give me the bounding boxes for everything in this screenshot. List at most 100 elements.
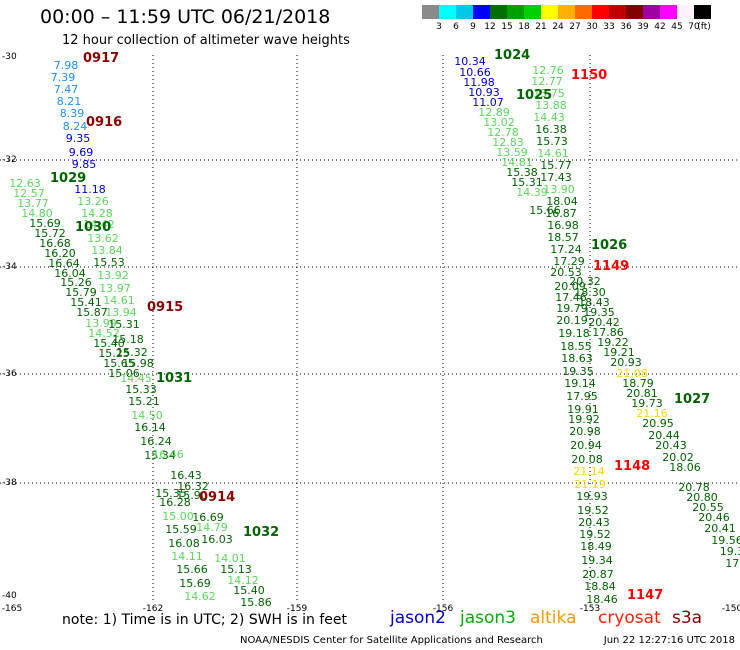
wave-height-value: 17.29 — [553, 255, 585, 268]
wave-height-value: 18.06 — [669, 461, 701, 474]
scale-label: 6 — [453, 22, 459, 32]
page-subtitle: 12 hour collection of altimeter wave hei… — [62, 33, 350, 48]
scale-swatch — [677, 5, 694, 19]
wave-height-value: 17.86 — [592, 326, 624, 339]
wave-height-value: 17.24 — [550, 243, 582, 256]
legend-entry-s3a: s3a — [672, 608, 703, 628]
footnote: note: 1) Time is in UTC; 2) SWH is in fe… — [62, 612, 348, 628]
wave-height-value: 14.42 — [83, 218, 115, 231]
lon-label: -150 — [721, 604, 740, 614]
pass-id: 0917 — [83, 51, 120, 66]
wave-height-value: 13.26 — [77, 195, 109, 208]
scale-label: 33 — [603, 22, 615, 32]
wave-height-value: 20.43 — [655, 439, 687, 452]
wave-height-value: 20.93 — [610, 356, 642, 369]
scale-label: 15 — [501, 22, 513, 32]
color-scale — [422, 5, 711, 19]
pass-id: 1025 — [516, 88, 553, 103]
scale-label: 21 — [535, 22, 547, 32]
wave-height-value: 20.41 — [704, 522, 736, 535]
wave-height-value: 16.03 — [201, 533, 233, 546]
pass-id: 0916 — [86, 115, 123, 130]
wave-height-value: 8.24 — [62, 120, 88, 133]
pass-id: 1027 — [674, 392, 711, 407]
pass-id: 1029 — [50, 171, 87, 186]
wave-height-value: 19.52 — [579, 528, 611, 541]
wave-height-value: 19.79 — [556, 302, 588, 315]
wave-height-value: 20.80 — [686, 491, 718, 504]
wave-height-value: 16.28 — [159, 496, 191, 509]
wave-height-value: 14.45 — [120, 372, 152, 385]
lon-label: -159 — [286, 604, 308, 614]
wave-height-value: 17.46 — [555, 291, 587, 304]
wave-height-value: 16.08 — [168, 537, 200, 550]
lon-label: -165 — [1, 604, 23, 614]
wave-height-value: 15.40 — [233, 584, 265, 597]
wave-height-value: 12.89 — [478, 106, 510, 119]
wave-height-value: 21.08 — [616, 367, 648, 380]
wave-height-value: 21.16 — [636, 407, 668, 420]
wave-height-value: 15.77 — [540, 159, 572, 172]
wave-height-value: 20.02 — [662, 451, 694, 464]
scale-label: 45 — [671, 22, 683, 32]
scale-label: 24 — [552, 22, 564, 32]
scale-label: 70 — [688, 22, 700, 32]
wave-height-value: 20.46 — [698, 511, 730, 524]
wave-height-value: 15.59 — [165, 523, 197, 536]
wave-height-value: 10.34 — [454, 55, 486, 68]
wave-height-value: 20.42 — [588, 316, 620, 329]
wave-height-value: 15.06 — [108, 367, 140, 380]
wave-height-value: 13.59 — [496, 146, 528, 159]
wave-height-value: 19.34 — [581, 554, 613, 567]
wave-height-value: 13.97 — [99, 282, 131, 295]
scale-swatch — [507, 5, 524, 19]
scale-swatch — [490, 5, 507, 19]
wave-height-value: 18.30 — [574, 286, 606, 299]
wave-height-value: 19.35 — [583, 306, 615, 319]
wave-height-value: 15.35 — [155, 487, 187, 500]
scale-swatch — [422, 5, 439, 19]
wave-height-value: 9.85 — [71, 158, 97, 171]
wave-height-value: 17.95 — [566, 390, 598, 403]
wave-height-value: 13.84 — [91, 244, 123, 257]
wave-height-value: 15.86 — [240, 596, 272, 609]
wave-height-value: 13.77 — [17, 197, 49, 210]
wave-height-value: 13.99 — [85, 317, 117, 330]
wave-height-value: 11.07 — [472, 96, 504, 109]
lat-label: -34 — [2, 262, 17, 272]
scale-swatch — [660, 5, 677, 19]
grid-lines — [0, 55, 740, 600]
wave-height-value: 16.38 — [535, 123, 567, 136]
lat-label: -32 — [2, 155, 17, 165]
scale-label: (ft) — [697, 22, 711, 32]
wave-height-value: 11.18 — [74, 183, 106, 196]
wave-height-value: 18.84 — [584, 580, 616, 593]
wave-height-value: 18.49 — [580, 540, 612, 553]
lat-label: -38 — [2, 478, 17, 488]
lon-label: -156 — [432, 604, 454, 614]
credit-text: NOAA/NESDIS Center for Satellite Applica… — [240, 635, 543, 646]
wave-height-value: 14.43 — [533, 111, 565, 124]
lat-label: -36 — [2, 369, 17, 379]
wave-height-value: 19.52 — [577, 504, 609, 517]
pass-id: 1150 — [571, 68, 608, 83]
wave-height-value: 14.28 — [81, 207, 113, 220]
wave-height-value: 15.66 — [529, 204, 561, 217]
scale-label: 42 — [654, 22, 666, 32]
scale-swatch — [575, 5, 592, 19]
wave-height-value: 12.57 — [13, 187, 45, 200]
scale-swatch — [456, 5, 473, 19]
wave-height-value: 14.79 — [196, 521, 228, 534]
wave-height-value: 13.88 — [535, 99, 567, 112]
wave-height-value: 18.46 — [586, 593, 618, 606]
wave-height-value: 15.31 — [511, 176, 543, 189]
wave-height-value: 14.50 — [131, 409, 163, 422]
wave-height-value: 20.78 — [678, 481, 710, 494]
lat-label: -40 — [2, 591, 17, 601]
wave-height-value: 12.83 — [492, 136, 524, 149]
wave-height-value: 14.11 — [171, 550, 203, 563]
wave-height-value: 18.63 — [561, 352, 593, 365]
scale-label: 12 — [484, 22, 496, 32]
wave-height-value: 14.80 — [21, 207, 53, 220]
scale-label: 3 — [436, 22, 442, 32]
